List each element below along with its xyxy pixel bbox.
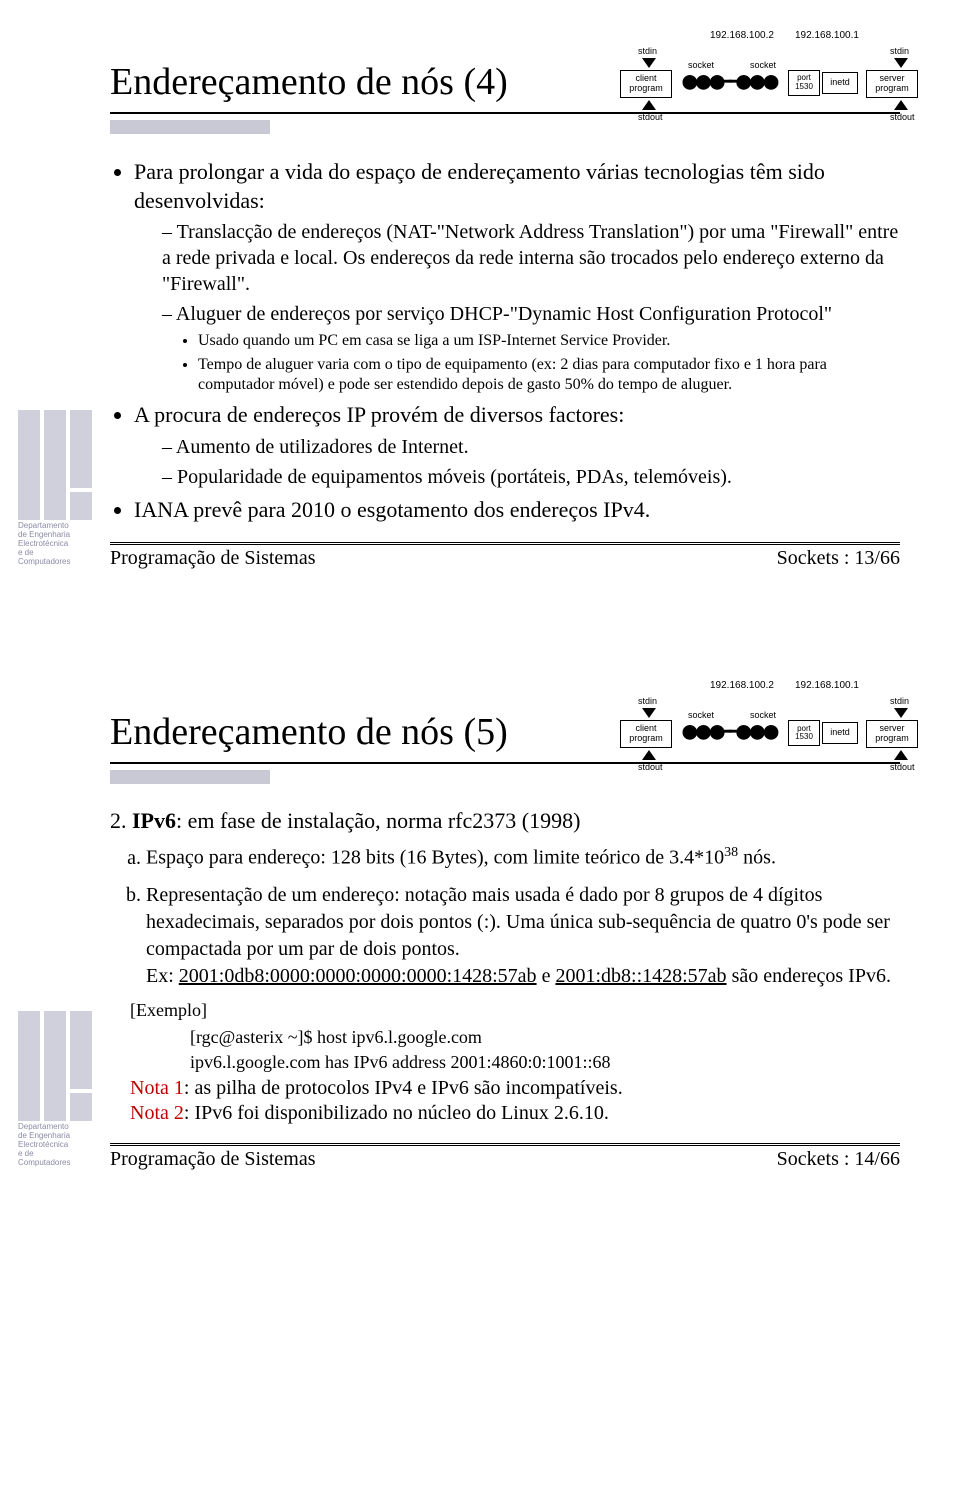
logo-line: Computadores <box>18 557 70 566</box>
bullet-text: A procura de endereços IP provém de dive… <box>134 402 624 427</box>
ip-left: 192.168.100.2 <box>710 680 774 691</box>
slide-footer: Programação de Sistemas Sockets : 13/66 <box>110 542 900 570</box>
note1-label: Nota 1 <box>130 1077 184 1099</box>
ip-right: 192.168.100.1 <box>795 680 859 691</box>
logo-line: e de <box>18 548 34 557</box>
note2-label: Nota 2 <box>130 1102 184 1124</box>
num-rest: : em fase de instalação, norma rfc2373 (… <box>176 808 580 833</box>
title-bar <box>110 770 270 784</box>
logo-line: e de <box>18 1149 34 1158</box>
chain-icon: ⬤⬤⬤━━⬤⬤⬤ <box>682 74 777 91</box>
port-box: port 1530 <box>788 720 820 746</box>
ex-pre: Ex: <box>146 965 179 987</box>
ipv6-address-2: 2001:db8::1428:57ab <box>555 965 726 987</box>
logo-line: Electrotécnica <box>18 539 68 548</box>
network-diagram: 192.168.100.2 192.168.100.1 stdin stdin … <box>610 30 920 130</box>
note1-rest: : as pilha de protocolos IPv4 e IPv6 são… <box>184 1077 623 1099</box>
ip-right: 192.168.100.1 <box>795 30 859 41</box>
stdout-right: stdout <box>890 762 915 772</box>
terminal-line: ipv6.l.google.com has IPv6 address 2001:… <box>190 1050 900 1075</box>
funnel-icon <box>894 708 908 718</box>
footer-left: Programação de Sistemas <box>110 1148 316 1171</box>
bullet-item: A procura de endereços IP provém de dive… <box>134 401 900 490</box>
bullet-item: Para prolongar a vida do espaço de ender… <box>134 158 900 395</box>
dept-logo: Departamento de Engenharia Electrotécnic… <box>18 410 96 570</box>
alpha-list: Espaço para endereço: 128 bits (16 Bytes… <box>110 844 900 990</box>
funnel-icon <box>894 100 908 110</box>
socket-label: socket <box>688 60 714 70</box>
stdin-left: stdin <box>638 46 657 56</box>
logo-line: Departamento <box>18 521 69 530</box>
alpha-item: Representação de um endereço: notação ma… <box>146 882 900 990</box>
terminal-line: [rgc@asterix ~]$ host ipv6.l.google.com <box>190 1025 900 1050</box>
alpha-item: Espaço para endereço: 128 bits (16 Bytes… <box>146 844 900 872</box>
dash-item: Aumento de utilizadores de Internet. <box>162 434 900 460</box>
sub-item: Tempo de aluguer varia com o tipo de equ… <box>198 355 900 395</box>
chain-icon: ⬤⬤⬤━━⬤⬤⬤ <box>682 724 777 741</box>
port-box: port 1530 <box>788 70 820 96</box>
logo-line: Departamento <box>18 1122 69 1131</box>
footer-right: Sockets : 13/66 <box>777 547 900 570</box>
logo-line: de Engenharia <box>18 1131 70 1140</box>
stdin-right: stdin <box>890 46 909 56</box>
footer-right: Sockets : 14/66 <box>777 1148 900 1171</box>
client-box: client program <box>620 70 672 98</box>
logo-line: de Engenharia <box>18 530 70 539</box>
slide-2: 192.168.100.2 192.168.100.1 stdin stdin … <box>0 600 960 1201</box>
example-label: [Exemplo] <box>130 1000 900 1021</box>
title-bar <box>110 120 270 134</box>
socket-label: socket <box>750 60 776 70</box>
client-box: client program <box>620 720 672 748</box>
server-box: server program <box>866 720 918 748</box>
ipv6-address-1: 2001:0db8:0000:0000:0000:0000:1428:57ab <box>179 965 537 987</box>
item-a-pre: Espaço para endereço: 128 bits (16 Bytes… <box>146 847 724 869</box>
stdin-right: stdin <box>890 696 909 706</box>
item-a-post: nós. <box>738 847 776 869</box>
stdout-left: stdout <box>638 762 663 772</box>
note-2: Nota 2: IPv6 foi disponibilizado no núcl… <box>130 1102 900 1125</box>
ip-left: 192.168.100.2 <box>710 30 774 41</box>
dept-logo: Departamento de Engenharia Electrotécnic… <box>18 1011 96 1171</box>
ipv6-bold: IPv6 <box>132 808 176 833</box>
network-diagram: 192.168.100.2 192.168.100.1 stdin stdin … <box>610 680 920 780</box>
item-b-p1: Representação de um endereço: notação ma… <box>146 884 890 960</box>
note-1: Nota 1: as pilha de protocolos IPv4 e IP… <box>130 1077 900 1100</box>
dash-text: Aluguer de endereços por serviço DHCP-"D… <box>176 303 832 325</box>
slide-footer: Programação de Sistemas Sockets : 14/66 <box>110 1143 900 1171</box>
funnel-icon <box>642 750 656 760</box>
dash-item: Popularidade de equipamentos móveis (por… <box>162 464 900 490</box>
inetd-box: inetd <box>822 722 858 744</box>
stdout-right: stdout <box>890 112 915 122</box>
dash-item: Translacção de endereços (NAT-"Network A… <box>162 219 900 297</box>
num-prefix: 2. <box>110 808 132 833</box>
funnel-icon <box>894 750 908 760</box>
funnel-icon <box>642 708 656 718</box>
ex-post: são endereços IPv6. <box>727 965 891 987</box>
server-box: server program <box>866 70 918 98</box>
dash-item: Aluguer de endereços por serviço DHCP-"D… <box>162 301 900 395</box>
sub-item: Usado quando um PC em casa se liga a um … <box>198 331 900 351</box>
numbered-item: 2. IPv6: em fase de instalação, norma rf… <box>110 808 900 834</box>
funnel-icon <box>642 58 656 68</box>
bullet-list: Para prolongar a vida do espaço de ender… <box>110 158 900 524</box>
inetd-box: inetd <box>822 72 858 94</box>
note2-rest: : IPv6 foi disponibilizado no núcleo do … <box>184 1102 609 1124</box>
footer-left: Programação de Sistemas <box>110 547 316 570</box>
item-a-sup: 38 <box>724 845 738 860</box>
bullet-text: Para prolongar a vida do espaço de ender… <box>134 159 825 213</box>
slide-1: 192.168.100.2 192.168.100.1 stdin stdin … <box>0 0 960 600</box>
bullet-item: IANA prevê para 2010 o esgotamento dos e… <box>134 496 900 525</box>
stdin-left: stdin <box>638 696 657 706</box>
stdout-left: stdout <box>638 112 663 122</box>
ex-mid: e <box>537 965 556 987</box>
socket-label: socket <box>688 710 714 720</box>
logo-line: Computadores <box>18 1158 70 1167</box>
funnel-icon <box>642 100 656 110</box>
socket-label: socket <box>750 710 776 720</box>
funnel-icon <box>894 58 908 68</box>
logo-line: Electrotécnica <box>18 1140 68 1149</box>
